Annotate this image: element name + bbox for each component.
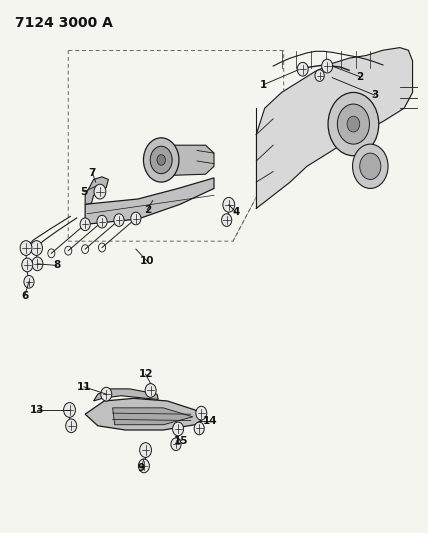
Text: 3: 3	[371, 90, 378, 100]
Text: 9: 9	[138, 463, 145, 473]
Circle shape	[171, 438, 181, 450]
Text: 8: 8	[53, 261, 60, 270]
Polygon shape	[155, 145, 214, 176]
Circle shape	[353, 144, 388, 189]
Circle shape	[322, 59, 333, 73]
Circle shape	[131, 212, 141, 225]
Polygon shape	[94, 389, 158, 401]
Circle shape	[24, 276, 34, 288]
Circle shape	[328, 92, 379, 156]
Polygon shape	[85, 398, 205, 430]
Polygon shape	[85, 178, 214, 224]
Text: 15: 15	[174, 435, 188, 446]
Circle shape	[145, 384, 156, 397]
Circle shape	[114, 214, 124, 227]
Circle shape	[157, 155, 165, 165]
Polygon shape	[85, 177, 108, 204]
Text: 7: 7	[89, 167, 96, 177]
Circle shape	[31, 241, 42, 255]
Circle shape	[143, 138, 179, 182]
Circle shape	[150, 146, 172, 174]
Circle shape	[101, 387, 112, 401]
Circle shape	[64, 402, 75, 417]
Circle shape	[22, 258, 33, 272]
Text: 13: 13	[30, 405, 45, 415]
Circle shape	[315, 70, 324, 82]
Text: 14: 14	[203, 416, 218, 425]
Circle shape	[337, 104, 369, 144]
Circle shape	[360, 153, 381, 180]
Circle shape	[140, 443, 152, 457]
Circle shape	[172, 422, 184, 436]
Circle shape	[94, 184, 106, 199]
Text: 1: 1	[260, 79, 268, 90]
Text: 2: 2	[356, 71, 363, 82]
Text: 12: 12	[138, 369, 153, 379]
Circle shape	[138, 459, 149, 473]
Polygon shape	[113, 408, 193, 425]
Circle shape	[194, 422, 204, 435]
Text: 10: 10	[140, 256, 155, 266]
Circle shape	[223, 197, 235, 212]
Text: 6: 6	[21, 290, 28, 301]
Circle shape	[222, 214, 232, 227]
Circle shape	[20, 241, 32, 255]
Circle shape	[97, 215, 107, 228]
Circle shape	[297, 62, 308, 76]
Text: 7124 3000 A: 7124 3000 A	[15, 16, 113, 30]
Circle shape	[347, 116, 360, 132]
Text: 11: 11	[77, 382, 91, 392]
Circle shape	[80, 218, 90, 231]
Circle shape	[66, 419, 77, 433]
Polygon shape	[256, 47, 413, 208]
Circle shape	[32, 257, 43, 271]
Circle shape	[196, 406, 207, 420]
Text: 4: 4	[232, 207, 240, 217]
Text: 5: 5	[80, 187, 87, 197]
Text: 2: 2	[144, 205, 151, 215]
